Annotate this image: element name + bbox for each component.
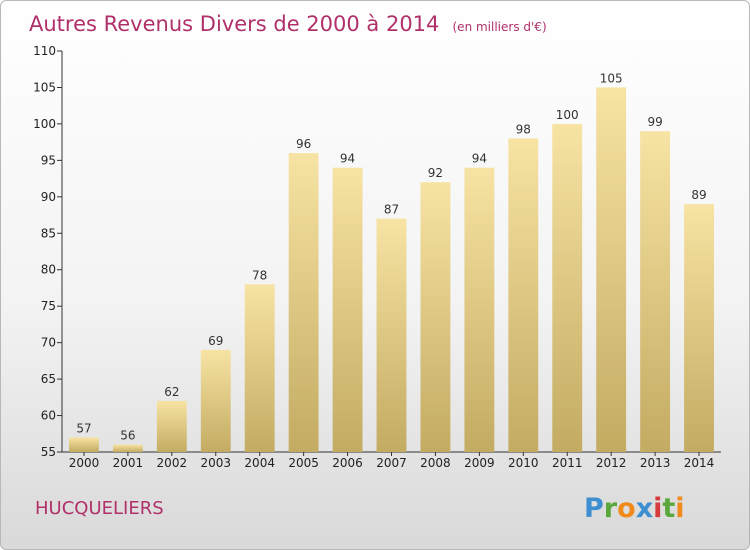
bar-2014 (684, 204, 714, 452)
bar-2013 (640, 131, 670, 452)
chart-frame: Autres Revenus Divers de 2000 à 2014 (en… (0, 0, 750, 550)
bar-chart: Autres Revenus Divers de 2000 à 2014 (en… (1, 1, 750, 550)
chart-title: Autres Revenus Divers de 2000 à 2014 (29, 12, 439, 36)
data-label-2012: 105 (600, 71, 623, 85)
y-tick-label: 95 (41, 153, 56, 167)
x-tick-label-2011: 2011 (552, 456, 583, 470)
y-tick-label: 70 (41, 336, 56, 350)
x-tick-label-2000: 2000 (69, 456, 100, 470)
chart-unit-note: (en milliers d'€) (453, 20, 547, 34)
bar-2002 (157, 401, 187, 452)
bar-2010 (508, 138, 538, 452)
data-label-2007: 87 (384, 203, 399, 217)
bar-2007 (377, 219, 407, 452)
bar-2008 (420, 182, 450, 452)
x-tick-label-2008: 2008 (420, 456, 451, 470)
x-tick-label-2005: 2005 (288, 456, 319, 470)
x-tick-label-2001: 2001 (113, 456, 144, 470)
y-tick-label: 105 (33, 80, 56, 94)
x-tick-label-2002: 2002 (157, 456, 188, 470)
data-label-2006: 94 (340, 152, 355, 166)
chart-title-group: Autres Revenus Divers de 2000 à 2014 (en… (29, 12, 547, 36)
bar-2000 (69, 437, 99, 452)
bar-2005 (289, 153, 319, 452)
y-tick-label: 85 (41, 226, 56, 240)
y-tick-label: 90 (41, 190, 56, 204)
bar-2009 (464, 168, 494, 452)
y-axis-ticks: 55 60 65 70 75 80 85 90 95 100 105 110 (33, 44, 62, 459)
logo-letter: t (662, 493, 675, 524)
x-axis-ticks: 2000 2001 2002 2003 2004 2005 2006 2007 2008 2009… (69, 452, 715, 470)
bars-group: 57 56 62 69 78 96 94 87 92 94 98 100 105 99 89 (69, 71, 714, 452)
bar-2011 (552, 124, 582, 452)
bar-2004 (245, 284, 275, 452)
data-label-2010: 98 (516, 122, 531, 136)
data-label-2000: 57 (76, 421, 91, 435)
data-label-2003: 69 (208, 334, 223, 348)
data-label-2013: 99 (647, 115, 662, 129)
logo-letter: o (617, 493, 636, 524)
data-label-2001: 56 (120, 429, 135, 443)
y-tick-label: 65 (41, 372, 56, 386)
logo-letter: P (584, 493, 604, 524)
data-label-2009: 94 (472, 152, 487, 166)
y-tick-label: 110 (33, 44, 56, 58)
x-tick-label-2003: 2003 (200, 456, 231, 470)
x-tick-label-2010: 2010 (508, 456, 539, 470)
logo-letter: r (604, 493, 618, 524)
y-tick-label: 60 (41, 409, 56, 423)
data-label-2002: 62 (164, 385, 179, 399)
x-tick-label-2013: 2013 (640, 456, 671, 470)
x-tick-label-2006: 2006 (332, 456, 363, 470)
data-label-2014: 89 (691, 188, 706, 202)
x-tick-label-2014: 2014 (684, 456, 715, 470)
y-tick-label: 100 (33, 117, 56, 131)
x-tick-label-2007: 2007 (376, 456, 407, 470)
logo-letter: i (675, 493, 684, 524)
bar-2003 (201, 350, 231, 452)
x-tick-label-2004: 2004 (244, 456, 275, 470)
y-tick-label: 55 (41, 445, 56, 459)
commune-name: HUCQUELIERS (35, 498, 164, 519)
logo-letter: x (636, 493, 653, 524)
y-tick-label: 80 (41, 263, 56, 277)
y-tick-label: 75 (41, 299, 56, 313)
x-tick-label-2009: 2009 (464, 456, 495, 470)
data-label-2004: 78 (252, 268, 267, 282)
logo-letter: i (653, 493, 662, 524)
bar-2012 (596, 87, 626, 452)
data-label-2011: 100 (556, 108, 579, 122)
bar-2001 (113, 445, 143, 452)
data-label-2008: 92 (428, 166, 443, 180)
x-tick-label-2012: 2012 (596, 456, 627, 470)
bar-2006 (333, 168, 363, 452)
proxiti-logo: Proxiti (584, 493, 685, 524)
data-label-2005: 96 (296, 137, 311, 151)
